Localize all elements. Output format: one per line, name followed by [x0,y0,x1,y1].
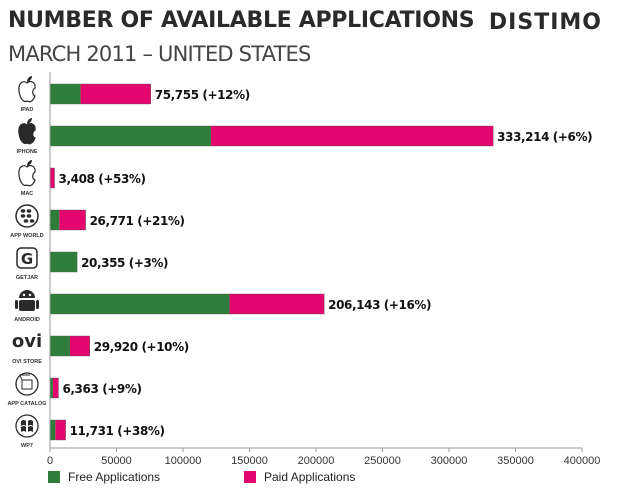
x-tick-label: 0 [47,455,53,467]
bar-free [50,252,78,272]
data-label: 3,408 (+53%) [59,172,146,186]
bar-paid [50,168,55,188]
bar-paid [210,126,494,146]
bar-free [50,294,230,314]
category-label: GETJAR [16,275,38,281]
category-label: OVI STORE [12,359,42,365]
bar-paid [59,210,86,230]
legend-paid-label: Paid Applications [264,470,356,484]
category-label: WP7 [21,443,33,449]
data-label: 20,355 (+3%) [81,256,168,270]
apple-icon [18,118,36,145]
category-label: IPHONE [16,149,37,155]
bar-paid [55,420,66,440]
bar-paid [80,84,151,104]
data-label: 11,731 (+38%) [70,424,165,438]
category-label: APP CATALOG [7,401,46,407]
legend-paid: Paid Applications [244,470,355,484]
data-label: 75,755 (+12%) [155,88,250,102]
ovi-icon: ovi [12,331,42,352]
bar-free [50,420,56,440]
data-label: 333,214 (+6%) [497,130,592,144]
legend-paid-swatch [244,471,256,483]
bar-free [50,336,70,356]
x-tick-label: 200000 [298,455,335,467]
bar-paid [52,378,59,398]
svg-text:ovi: ovi [12,331,42,352]
x-tick-label: 250000 [364,455,401,467]
svg-text:G: G [21,250,33,268]
apple-icon [18,76,36,103]
bar-paid [69,336,90,356]
brand-logo: DISTIMO [488,10,602,35]
bar-chart: IPAD 75,755 (+12%) IPHONE 333,214 (+6%) MAC 3… [7,72,601,467]
chart-subtitle: MARCH 2011 – UNITED STATES [8,42,311,66]
data-label: 206,143 (+16%) [328,298,431,312]
android-icon [15,290,39,311]
category-label: MAC [21,191,34,197]
data-label: 26,771 (+21%) [90,214,185,228]
bar-free [50,378,53,398]
legend-free-swatch [48,471,60,483]
windows-icon [15,414,39,438]
bar-free [50,84,81,104]
bar-paid [229,294,325,314]
x-tick-label: 300000 [431,455,468,467]
bar-free [50,126,211,146]
x-tick-label: 50000 [101,455,132,467]
legend-free-label: Free Applications [68,470,161,484]
blackberry-icon [15,204,39,228]
x-tick-label: 400000 [564,455,601,467]
getjar-icon: G [16,247,38,269]
data-label: 29,920 (+10%) [94,340,189,354]
bar-free [50,210,60,230]
chart-title: NUMBER OF AVAILABLE APPLICATIONS [8,8,475,33]
x-tick-label: 100000 [165,455,202,467]
legend-free: Free Applications [48,470,160,484]
data-label: 6,363 (+9%) [62,382,141,396]
x-tick-label: 150000 [231,455,268,467]
category-label: ANDROID [14,317,40,323]
category-label: APP WORLD [10,233,44,239]
x-tick-label: 350000 [497,455,534,467]
category-label: IPAD [21,107,34,113]
app-catalog-icon [15,372,39,396]
apple-icon [18,160,36,187]
